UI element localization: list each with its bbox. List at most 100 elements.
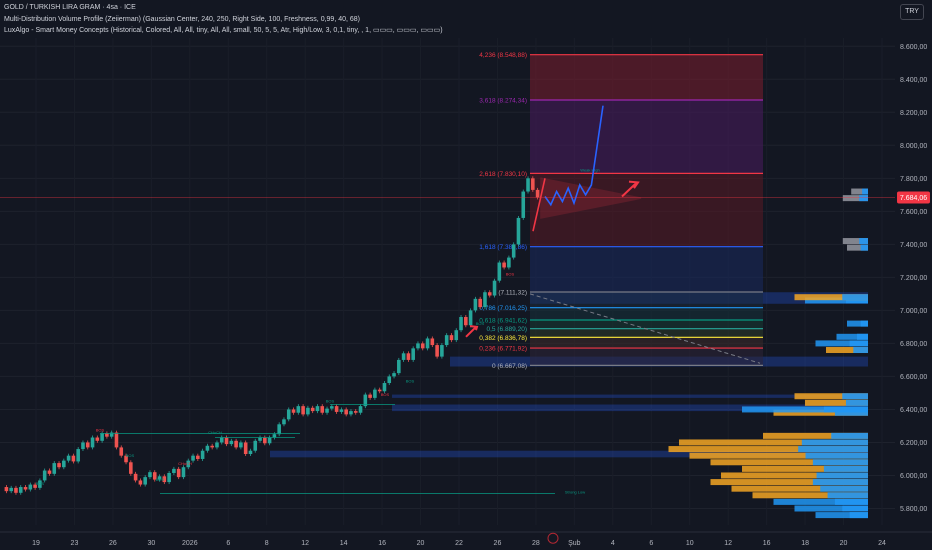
candle-body [325, 408, 329, 413]
volume-profile-bar [826, 347, 868, 354]
candle-body [320, 406, 325, 413]
smc-label: BOS [381, 392, 390, 397]
candle-body [425, 338, 430, 349]
volume-profile-bar [668, 446, 868, 453]
volume-profile-core [812, 459, 868, 466]
volume-profile-bar [794, 294, 868, 301]
small-up-arrow [465, 325, 479, 338]
x-tick-label: 24 [878, 540, 886, 547]
candle-body [81, 442, 85, 450]
smc-label: BOS [326, 398, 335, 403]
indicator-volume-profile[interactable]: Multi-Distribution Volume Profile (Zeiie… [4, 16, 361, 23]
candle-body [196, 455, 200, 459]
indicator-smart-money[interactable]: LuxAlgo - Smart Money Concepts (Historic… [4, 27, 443, 34]
candle-body [310, 407, 315, 412]
volume-profile-bar [710, 479, 868, 486]
candle-body [487, 292, 492, 296]
candle-body [176, 468, 181, 478]
candle-body [76, 449, 80, 462]
fib-band [530, 246, 763, 293]
y-tick-label: 6.400,00 [900, 407, 927, 414]
fib-level-label: 0,236 (6.771,92) [479, 346, 527, 353]
fib-band [530, 337, 763, 349]
x-tick-label: 18 [801, 540, 809, 547]
volume-profile-core [798, 446, 868, 453]
y-tick-label: 6.600,00 [900, 374, 927, 381]
candle-body [47, 470, 52, 474]
current-price-label: 7.684,06 [900, 195, 927, 202]
candle-body [377, 389, 382, 392]
x-tick-label: 6 [226, 540, 230, 547]
y-tick-label: 8.000,00 [900, 143, 927, 150]
volume-profile-core [834, 498, 868, 505]
smc-label: BOS [506, 271, 515, 276]
volume-profile-bar [679, 439, 868, 446]
volume-profile-bar [731, 485, 868, 492]
volume-profile-bar [851, 188, 868, 195]
candle-body [492, 280, 497, 296]
candle-body [406, 353, 411, 360]
candle-body [119, 447, 124, 456]
x-tick-label: 4 [611, 540, 615, 547]
x-tick-label: Şub [568, 540, 581, 547]
volume-profile-bar [794, 505, 868, 512]
event-icon [547, 532, 559, 544]
x-tick-label: 19 [32, 540, 40, 547]
order-block-zone [270, 450, 868, 458]
x-tick-label: 20 [417, 540, 425, 547]
projection-path [544, 105, 604, 207]
candle-body [248, 450, 253, 455]
candle-body [440, 345, 444, 357]
candle-body [258, 437, 262, 441]
order-block-zone [392, 394, 868, 398]
candle-body [109, 432, 114, 437]
candle-body [449, 335, 454, 341]
candle-body [18, 487, 23, 493]
candle-body [358, 406, 363, 413]
candle-body [397, 359, 401, 374]
fib-level-label: 0 (6.667,08) [492, 363, 527, 370]
fib-band [530, 292, 763, 308]
volume-profile-bar [836, 333, 868, 340]
currency-button[interactable]: TRY [900, 4, 924, 20]
candle-body [191, 455, 195, 461]
candle-body [9, 487, 13, 492]
volume-profile-core [845, 399, 868, 406]
volume-profile-core [816, 472, 868, 479]
volume-profile-bar [815, 512, 868, 519]
smc-label: Strong Low [565, 489, 585, 494]
volume-profile-bar [805, 297, 868, 304]
y-tick-label: 7.600,00 [900, 209, 927, 216]
candle-body [100, 433, 104, 441]
candle-body [473, 298, 478, 311]
fib-level-label: 0,786 (7.016,25) [479, 305, 527, 312]
volume-profile-core [820, 485, 868, 492]
smc-label: BOS [476, 321, 485, 326]
fib-level-label: 1,618 (7.385,86) [479, 244, 527, 251]
candle-body [301, 406, 305, 415]
candle-body [133, 473, 138, 481]
candle-body [531, 178, 535, 190]
candle-body [315, 406, 320, 412]
x-tick-label: 14 [340, 540, 348, 547]
candle-body [62, 460, 66, 468]
y-tick-label: 8.600,00 [900, 44, 927, 51]
candle-body [464, 316, 468, 326]
volume-profile-bar [842, 195, 868, 202]
y-tick-label: 8.400,00 [900, 77, 927, 84]
candle-body [71, 455, 76, 462]
candle-body [239, 442, 243, 448]
fib-band [530, 54, 763, 101]
candle-body [23, 487, 28, 490]
y-tick-label: 7.400,00 [900, 242, 927, 249]
smc-label: BOS [36, 481, 45, 486]
candle-body [28, 484, 33, 490]
volume-profile-core [823, 465, 868, 472]
fib-level-label: 0,618 (6.941,62) [479, 318, 527, 325]
y-tick-label: 6.000,00 [900, 473, 927, 480]
candle-body [497, 262, 502, 281]
triangle-pole [532, 178, 546, 232]
candle-body [66, 455, 71, 461]
volume-profile-bar [847, 320, 868, 327]
